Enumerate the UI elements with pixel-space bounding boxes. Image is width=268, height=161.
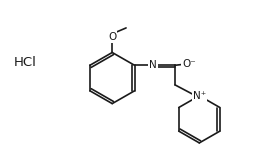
Text: O: O: [108, 32, 116, 42]
Text: N⁺: N⁺: [193, 91, 206, 101]
Text: O⁻: O⁻: [182, 59, 196, 69]
Text: HCl: HCl: [13, 56, 36, 69]
Text: N: N: [150, 60, 157, 70]
